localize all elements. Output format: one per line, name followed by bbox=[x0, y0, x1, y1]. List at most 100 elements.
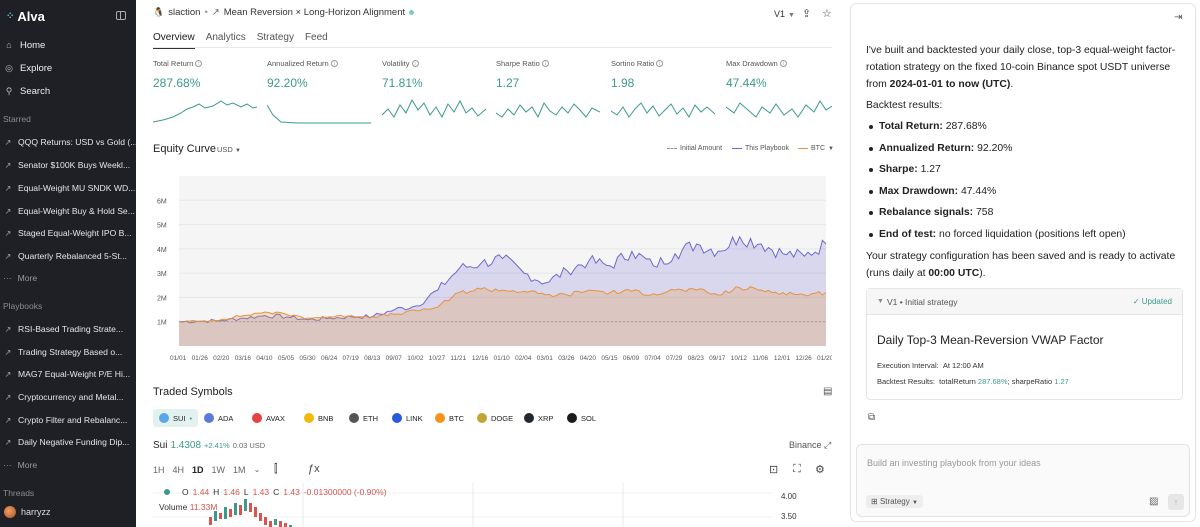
coin-icon bbox=[435, 413, 445, 423]
star-icon[interactable]: ☆ bbox=[822, 8, 832, 20]
strategy-mode-button[interactable]: ⊞ Strategy ▼ bbox=[866, 495, 923, 508]
playbook-item[interactable]: ↗ RSI-Based Trading Strate... bbox=[4, 324, 124, 334]
interval-1h[interactable]: 1H bbox=[153, 465, 165, 475]
camera-icon[interactable]: ⊡ bbox=[769, 464, 779, 476]
pair-name: Sui bbox=[153, 440, 168, 451]
collapse-icon[interactable]: ⇥ bbox=[1174, 12, 1183, 23]
price-chart[interactable] bbox=[153, 483, 773, 527]
tab-overview[interactable]: Overview bbox=[153, 32, 195, 49]
tab-feed[interactable]: Feed bbox=[304, 32, 328, 43]
symbol-chip-bnb[interactable]: BNB bbox=[298, 409, 339, 427]
status-dot-icon bbox=[164, 489, 170, 495]
check-circle-icon: ✓ bbox=[1132, 297, 1140, 306]
symbol-chip-sol[interactable]: SOL bbox=[561, 409, 602, 427]
playbook-item[interactable]: ↗ Trading Strategy Based o... bbox=[4, 347, 123, 357]
copy-icon[interactable]: ⧉ bbox=[868, 412, 876, 423]
equity-chart[interactable]: 1M 2M 3M 4M 5M 6M 01/01 01/26 02/20 03/16 04/10 05/… bbox=[153, 168, 832, 366]
candles bbox=[209, 499, 292, 527]
interval-1m[interactable]: 1M bbox=[233, 465, 246, 475]
starred-item[interactable]: ↗ Staged Equal-Weight IPO B... bbox=[4, 228, 132, 238]
currency-select[interactable]: USD ▼ bbox=[217, 145, 241, 154]
symbol-chip-avax[interactable]: AVAX bbox=[246, 409, 291, 427]
info-icon[interactable]: i bbox=[195, 60, 203, 67]
x-tick-label: 04/10 bbox=[256, 355, 273, 362]
tabs: Overview Analytics Strategy Feed bbox=[153, 32, 328, 49]
playbook-item[interactable]: ↗ Daily Negative Funding Dip... bbox=[4, 437, 130, 447]
chart-icon: ↗ bbox=[4, 437, 12, 447]
user-menu[interactable]: harryzz bbox=[4, 506, 51, 518]
chart-icon: ↗ bbox=[4, 137, 12, 147]
starred-item[interactable]: ↗ QQQ Returns: USD vs Gold (... bbox=[4, 137, 136, 147]
starred-more[interactable]: ··· More bbox=[3, 273, 38, 283]
chat-composer[interactable]: Build an investing playbook from your id… bbox=[856, 444, 1190, 517]
interval-1w[interactable]: 1W bbox=[211, 465, 226, 475]
tab-strategy[interactable]: Strategy bbox=[256, 32, 294, 43]
candlestick-icon[interactable]: ⫿ bbox=[274, 463, 278, 475]
nav-home[interactable]: ⌂ Home bbox=[0, 35, 136, 55]
send-button[interactable]: ↑ bbox=[1168, 494, 1184, 510]
symbol-chip-sui[interactable]: SUI • bbox=[153, 409, 199, 427]
sparkline bbox=[153, 100, 257, 123]
equity-curve-title: Equity Curve bbox=[153, 143, 216, 155]
interval-1d[interactable]: 1D bbox=[192, 465, 204, 475]
tab-analytics[interactable]: Analytics bbox=[205, 32, 246, 43]
active-dot-icon: • bbox=[189, 413, 193, 423]
sidebar-toggle-icon[interactable] bbox=[116, 11, 126, 20]
alva-logo[interactable]: ⁘ Alva bbox=[6, 9, 45, 24]
starred-item[interactable]: ↗ Quarterly Rebalanced 5-St... bbox=[4, 251, 127, 261]
owner-avatar-icon: 🐧 bbox=[153, 7, 165, 17]
legend-swatch bbox=[798, 148, 808, 149]
document-icon[interactable]: ▤ bbox=[823, 386, 833, 397]
nav-search[interactable]: ⚲ Search bbox=[5, 85, 51, 97]
symbol-chip-xrp[interactable]: XRP bbox=[518, 409, 559, 427]
formula-icon[interactable]: ƒx bbox=[308, 463, 320, 475]
legend-btc[interactable]: BTC ▼ bbox=[798, 145, 834, 152]
exchange-link[interactable]: Binance ⤢ bbox=[789, 440, 832, 450]
legend-initial[interactable]: Initial Amount bbox=[667, 145, 722, 152]
info-icon[interactable]: i bbox=[656, 60, 664, 67]
fullscreen-icon[interactable]: ⛶ bbox=[793, 463, 801, 475]
image-upload-icon[interactable]: ▨ bbox=[1149, 496, 1159, 507]
playbook-item[interactable]: ↗ Crypto Filter and Rebalanc... bbox=[4, 415, 128, 425]
results-heading: Backtest results: bbox=[866, 100, 943, 111]
playbook-item[interactable]: ↗ MAG7 Equal-Weight P/E Hi... bbox=[4, 369, 131, 379]
strategy-card[interactable]: ▼ V1 • Initial strategy ✓ Updated Daily … bbox=[866, 288, 1183, 400]
strategy-card-header[interactable]: ▼ V1 • Initial strategy ✓ Updated bbox=[867, 289, 1182, 315]
info-icon[interactable]: i bbox=[411, 60, 419, 67]
starred-item[interactable]: ↗ Equal-Weight MU SNDK WD... bbox=[4, 183, 136, 193]
pair-change: +2.41% bbox=[204, 441, 230, 450]
list-item: Annualized Return: 92.20% bbox=[866, 140, 1186, 157]
settings-icon[interactable]: ⚙ bbox=[815, 464, 825, 476]
playbooks-more[interactable]: ··· More bbox=[3, 460, 38, 470]
version-select[interactable]: V1 ▼ bbox=[774, 9, 795, 19]
playbook-item[interactable]: ↗ Cryptocurrency and Metal... bbox=[4, 392, 124, 402]
symbol-chip-doge[interactable]: DOGE bbox=[471, 409, 519, 427]
symbol-chip-eth[interactable]: ETH bbox=[343, 409, 384, 427]
x-tick-label: 12/26 bbox=[795, 355, 812, 362]
nav-explore[interactable]: ◎ Explore bbox=[5, 62, 53, 74]
x-tick-label: 02/04 bbox=[515, 355, 532, 362]
symbol-chip-link[interactable]: LINK bbox=[386, 409, 429, 427]
share-icon[interactable]: ⇪ bbox=[802, 8, 812, 20]
x-tick-label: 12/16 bbox=[472, 355, 489, 362]
coin-icon bbox=[477, 413, 487, 423]
starred-item[interactable]: ↗ Equal-Weight Buy & Hold Se... bbox=[4, 206, 135, 216]
chat-input[interactable]: Build an investing playbook from your id… bbox=[867, 458, 1041, 468]
chevron-down-icon[interactable]: ⌄ bbox=[253, 465, 261, 474]
assistant-message: I've built and backtested your daily clo… bbox=[866, 42, 1186, 286]
interval-4h[interactable]: 4H bbox=[172, 465, 185, 475]
chevron-down-icon: ▼ bbox=[877, 298, 884, 305]
owner-name[interactable]: slaction bbox=[168, 7, 201, 18]
metric-annualized-return: Annualized Return i 92.20% bbox=[267, 59, 377, 124]
x-tick-label: 04/20 bbox=[580, 355, 597, 362]
info-icon[interactable]: i bbox=[541, 60, 549, 67]
symbol-chip-btc[interactable]: BTC bbox=[429, 409, 470, 427]
symbol-chip-ada[interactable]: ADA bbox=[198, 409, 239, 427]
chevron-down-icon: ▼ bbox=[234, 148, 241, 154]
info-icon[interactable]: i bbox=[330, 60, 338, 67]
price-axis-label: 4.00 bbox=[781, 492, 797, 501]
info-icon[interactable]: i bbox=[779, 60, 787, 67]
x-tick-label: 01/26 bbox=[192, 355, 209, 362]
starred-item[interactable]: ↗ Senator $100K Buys Weekl... bbox=[4, 160, 131, 170]
legend-playbook[interactable]: This Playbook bbox=[732, 145, 789, 152]
